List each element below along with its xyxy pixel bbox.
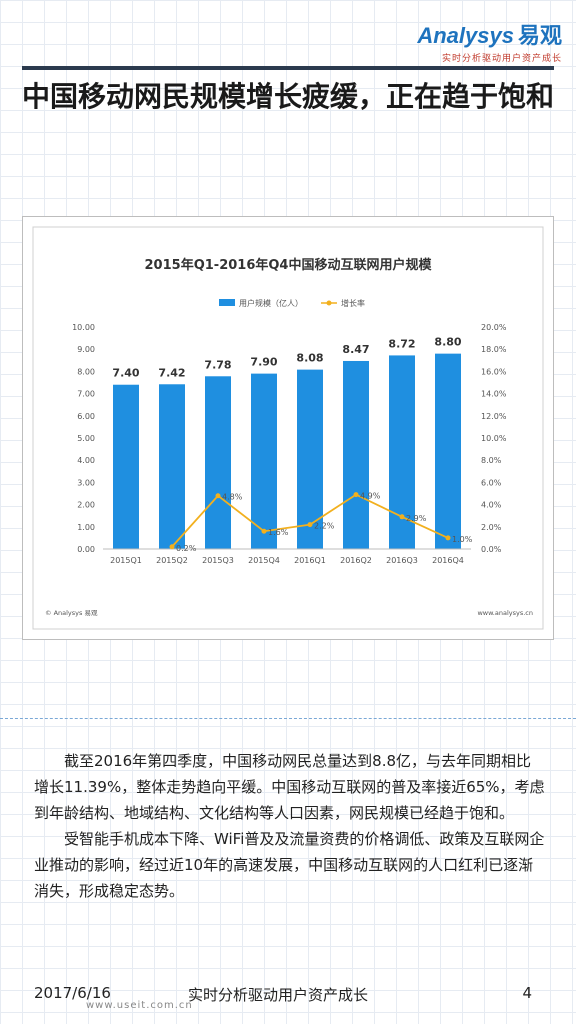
bar-value-label: 8.72	[388, 337, 415, 350]
chart-title: 2015年Q1-2016年Q4中国移动互联网用户规模	[145, 257, 433, 273]
bar	[113, 384, 139, 549]
x-tick-label: 2015Q2	[156, 556, 188, 565]
growth-point	[353, 492, 359, 498]
legend-bar-label: 用户规模（亿人）	[239, 298, 303, 308]
bar-value-label: 7.78	[204, 358, 231, 371]
x-tick-label: 2016Q2	[340, 556, 372, 565]
x-tick-label: 2016Q3	[386, 556, 418, 565]
chart-source-right: www.analysys.cn	[477, 609, 533, 617]
y-right-tick-label: 0.0%	[481, 545, 502, 554]
x-tick-label: 2016Q1	[294, 556, 326, 565]
analysys-logo: Analysys 易观 实时分析驱动用户资产成长	[417, 18, 562, 64]
y-right-tick-label: 20.0%	[481, 323, 507, 332]
section-divider	[0, 718, 576, 719]
bar-value-label: 8.08	[296, 352, 323, 365]
footer: 2017/6/16 实时分析驱动用户资产成长 4 www.useit.com.c…	[0, 984, 576, 1011]
bar	[435, 353, 461, 549]
bar	[205, 376, 231, 549]
logo-brand-cn: 易观	[517, 24, 562, 49]
bar-value-label: 7.40	[112, 367, 139, 380]
growth-value-label: 4.8%	[222, 493, 243, 502]
growth-point	[169, 544, 175, 550]
chart-panel: 2015年Q1-2016年Q4中国移动互联网用户规模用户规模（亿人） 增长率 0.0…	[22, 216, 554, 640]
body-paragraph-2: 受智能手机成本下降、WiFi普及及流量资费的价格调低、政策及互联网企业推动的影响…	[34, 830, 545, 900]
growth-value-label: 0.2%	[176, 544, 197, 553]
y-right-tick-label: 12.0%	[481, 412, 507, 421]
chart-source-left: © Analysys 易观	[45, 609, 98, 617]
y-right-tick-label: 18.0%	[481, 345, 507, 354]
y-left-tick-label: 5.00	[77, 434, 95, 443]
chart-inner-frame	[32, 226, 544, 630]
growth-point	[261, 528, 267, 534]
x-tick-label: 2015Q4	[248, 556, 280, 565]
y-left-tick-label: 7.00	[77, 390, 95, 399]
y-left-tick-label: 4.00	[77, 456, 95, 465]
bar-value-label: 7.42	[158, 366, 185, 379]
y-right-tick-label: 4.0%	[481, 501, 502, 510]
y-left-tick-label: 8.00	[77, 367, 95, 376]
bar-value-label: 7.90	[250, 356, 277, 369]
growth-value-label: 1.6%	[268, 528, 289, 537]
logo-brand: Analysys 易观	[417, 18, 562, 50]
y-right-tick-label: 6.0%	[481, 478, 502, 487]
page-number: 4	[522, 984, 532, 1002]
body-text: 截至2016年第四季度，中国移动网民总量达到8.8亿，与去年同期相比增长11.3…	[34, 748, 546, 904]
footer-watermark: www.useit.com.cn	[86, 1000, 193, 1011]
legend-line-marker	[326, 300, 332, 306]
growth-point	[399, 514, 405, 520]
growth-value-label: 1.0%	[452, 535, 473, 544]
bar	[343, 360, 369, 549]
bar	[159, 384, 185, 549]
legend-line-label: 增长率	[341, 298, 365, 308]
y-left-tick-label: 3.00	[77, 478, 95, 487]
y-left-tick-label: 1.00	[77, 523, 95, 532]
body-paragraph-1: 截至2016年第四季度，中国移动网民总量达到8.8亿，与去年同期相比增长11.3…	[34, 752, 545, 822]
y-left-tick-label: 2.00	[77, 501, 95, 510]
y-right-tick-label: 16.0%	[481, 367, 507, 376]
y-right-tick-label: 10.0%	[481, 434, 507, 443]
legend-bar-swatch	[219, 299, 235, 306]
y-right-tick-label: 8.0%	[481, 456, 502, 465]
y-right-tick-label: 2.0%	[481, 523, 502, 532]
footer-slogan: 实时分析驱动用户资产成长	[188, 986, 369, 1004]
x-tick-label: 2016Q4	[432, 556, 464, 565]
growth-value-label: 2.9%	[406, 514, 427, 523]
growth-point	[445, 535, 451, 541]
y-left-tick-label: 9.00	[77, 345, 95, 354]
bar-value-label: 8.47	[342, 343, 369, 356]
page-title: 中国移动网民规模增长疲缓，正在趋于饱和	[22, 80, 555, 113]
x-tick-label: 2015Q3	[202, 556, 234, 565]
x-tick-label: 2015Q1	[110, 556, 142, 565]
growth-point	[215, 493, 221, 499]
growth-value-label: 4.9%	[360, 492, 381, 501]
title-rule	[22, 66, 554, 70]
bar-value-label: 8.80	[434, 336, 461, 349]
y-left-tick-label: 10.00	[72, 323, 95, 332]
growth-point	[307, 522, 313, 528]
bar	[251, 373, 277, 549]
y-left-tick-label: 6.00	[77, 412, 95, 421]
footer-date: 2017/6/16	[34, 984, 111, 1002]
y-left-tick-label: 0.00	[77, 545, 95, 554]
growth-value-label: 2.2%	[314, 522, 335, 531]
y-right-tick-label: 14.0%	[481, 390, 507, 399]
logo-tagline: 实时分析驱动用户资产成长	[441, 54, 562, 64]
logo-brand-en: Analysys	[417, 23, 514, 48]
